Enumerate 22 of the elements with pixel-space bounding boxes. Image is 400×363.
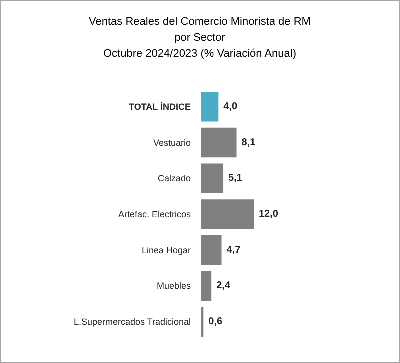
y-tick-label: Calzado	[158, 174, 191, 184]
y-tick-label: Muebles	[156, 281, 192, 292]
bar	[201, 92, 219, 122]
y-tick-label: Vestuario	[153, 138, 191, 148]
bar	[201, 200, 254, 230]
bar	[201, 271, 212, 302]
data-label: 5,1	[228, 173, 243, 184]
data-label: 2,4	[216, 280, 231, 292]
data-label: 4,0	[224, 101, 238, 112]
data-label: 12,0	[259, 209, 279, 220]
data-label: 8,1	[242, 137, 256, 148]
y-tick-label: TOTAL ÍNDICE	[128, 102, 191, 112]
y-tick-label: L.Supermercados Tradicional	[74, 317, 191, 328]
data-label: 4,7	[226, 244, 242, 256]
data-label: 0,6	[208, 316, 223, 328]
y-tick-label: Artefac. Electricos	[118, 210, 192, 220]
chart-title: Ventas Reales del Comercio Minorista de RM por Sector Octubre 2024/2023 (% Variación Anual)	[89, 16, 311, 60]
bar	[201, 235, 222, 266]
bar	[201, 307, 204, 337]
y-tick-label: Linea Hogar	[142, 245, 191, 256]
bar	[201, 128, 237, 158]
bar	[201, 164, 224, 194]
